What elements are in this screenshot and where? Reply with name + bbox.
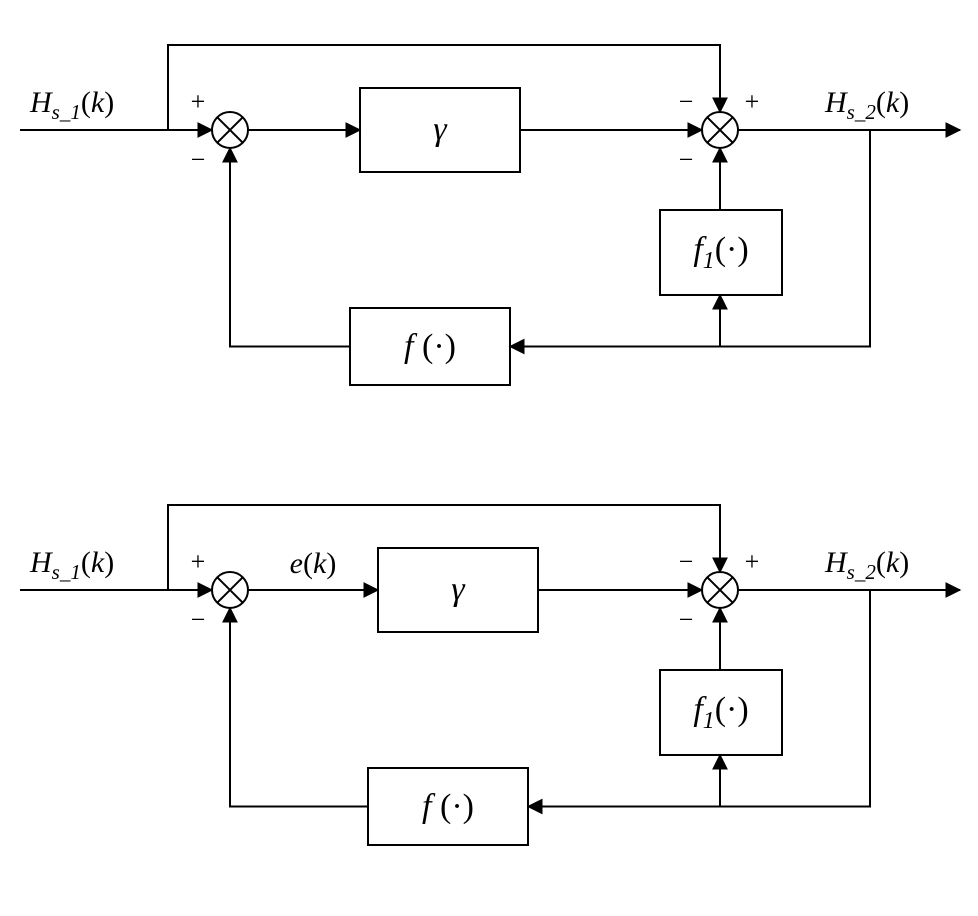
error-label: e(k) <box>290 547 337 581</box>
sign-label: + <box>745 87 760 117</box>
sign-label: − <box>191 605 206 635</box>
f-block-label: f (·) <box>404 328 456 366</box>
sign-label: − <box>679 547 694 577</box>
sign-label: − <box>679 145 694 175</box>
f-block-label: f (·) <box>422 788 474 826</box>
sign-label: − <box>679 87 694 117</box>
f1-block-label: f1(·) <box>693 691 748 735</box>
gamma-block-label: γ <box>433 111 446 149</box>
sign-label: − <box>191 145 206 175</box>
sign-label: + <box>191 547 206 577</box>
output-label: Hs_2(k) <box>825 546 909 585</box>
f1-block-label: f1(·) <box>693 231 748 275</box>
gamma-block-label: γ <box>451 571 464 609</box>
input-label: Hs_1(k) <box>30 86 114 125</box>
input-label: Hs_1(k) <box>30 546 114 585</box>
sign-label: + <box>191 87 206 117</box>
sign-label: − <box>679 605 694 635</box>
sign-label: + <box>745 547 760 577</box>
output-label: Hs_2(k) <box>825 86 909 125</box>
diagram-canvas <box>0 0 978 916</box>
